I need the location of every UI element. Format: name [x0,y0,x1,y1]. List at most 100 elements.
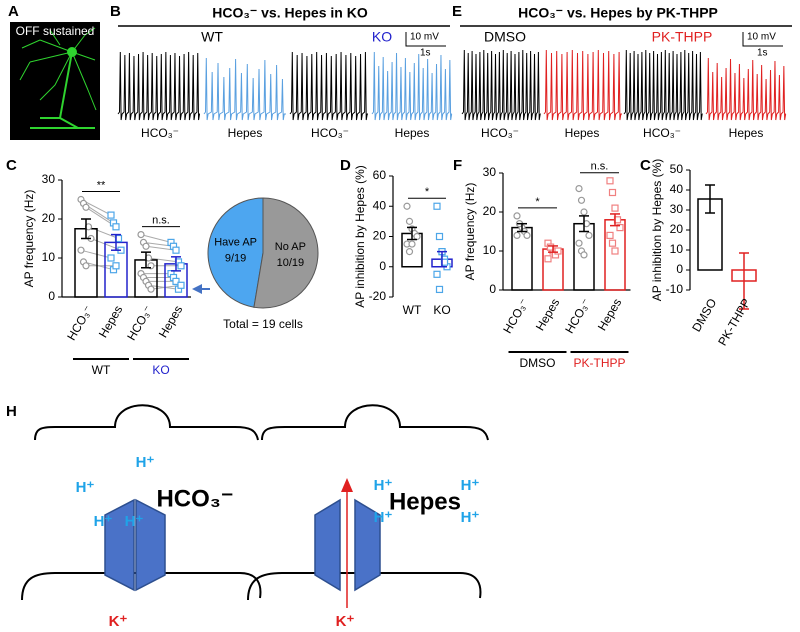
trace-label: HCO₃⁻ [481,126,519,140]
x-tick-label: Hepes [595,296,624,333]
x-tick-label: KO [433,303,450,317]
efflux-arrow [341,478,353,608]
pie-slice [207,197,264,308]
panel-label: A [8,3,19,20]
ion-label: H⁺ [136,454,155,471]
data-point [413,232,421,241]
slice-value: 10/19 [277,257,305,269]
data-point [611,204,619,212]
data-point [147,285,155,293]
voltage-trace [117,51,201,121]
data-point [554,247,562,255]
data-point [177,281,185,289]
data-point [403,202,411,210]
data-point [544,255,552,263]
group-label: DMSO [520,356,556,370]
data-point [606,177,614,185]
y-tick-label: 40 [670,182,684,196]
y-tick-label: 0 [489,282,496,296]
trace-label: Hepes [228,126,263,140]
group-label: PK-THPP [573,356,625,370]
data-point [523,231,531,239]
voltage-trace [623,49,703,121]
ion-label: K⁺ [109,613,128,630]
slice-value: 9/19 [225,253,246,265]
slice-label: No AP [275,241,306,253]
panel-label: E [452,3,462,20]
trace-label: HCO₃⁻ [311,126,349,140]
x-tick-label: PK-THPP [715,296,753,348]
panel-label: B [110,3,121,20]
voltage-trace [289,51,368,121]
y-tick-label: 10 [42,250,56,264]
voltage-trace [371,51,453,121]
data-point [608,239,617,247]
ion-label: H⁺ [374,509,393,526]
trace-label: Hepes [395,126,430,140]
data-point [112,223,120,231]
y-axis-label: AP frequency (Hz) [463,183,477,281]
y-tick-label: 0 [676,262,683,276]
data-point [142,242,150,250]
x-tick-label: HCO₃⁻ [562,296,593,336]
y-tick-label: 40 [373,198,387,212]
data-point [575,185,583,193]
group-label: PK-THPP [652,29,713,45]
panel-title: HCO₃⁻ vs. Hepes by PK-THPP [518,5,718,21]
panel-title: HCO₃⁻ vs. Hepes in KO [212,5,368,21]
data-point [82,262,90,270]
data-point [580,251,588,259]
ion-label: H⁺ [461,477,480,494]
data-point [405,217,414,225]
data-point [408,240,416,248]
slice-label: Have AP [214,237,257,249]
scale-label: 1s [420,48,431,59]
data-point [77,246,85,254]
data-point [435,285,444,294]
trace-label: HCO₃⁻ [141,126,179,140]
x-tick-label: DMSO [689,296,719,334]
pie-note: Total = 19 cells [223,317,303,331]
image-caption: OFF sustained [16,24,95,38]
neuron-image: OFF sustained [10,22,100,140]
panel-label: D [340,157,351,174]
ion-label: H⁺ [76,479,95,496]
significance-label: ** [97,179,106,191]
voltage-trace [461,49,541,121]
data-point [608,188,617,197]
trace-label: HCO₃⁻ [643,126,681,140]
x-tick-label: Hepes [96,303,125,340]
voltage-trace [705,57,787,121]
data-point [107,254,115,262]
group-label: WT [201,29,223,45]
data-point [137,231,145,239]
group-label: KO [152,363,169,377]
data-point [575,239,583,247]
y-tick-label: 30 [483,165,497,179]
significance-label: * [425,186,430,198]
y-tick-label: 0 [48,289,55,303]
pair-line [140,234,172,243]
significance-label: n.s. [591,161,609,173]
buffer-label: HCO₃⁻ [156,485,233,512]
y-tick-label: -10 [666,282,684,296]
data-point [513,231,521,239]
data-point [177,262,185,270]
y-axis-label: AP inhibition by Hepes (%) [353,165,367,308]
y-tick-label: 60 [373,168,387,182]
y-tick-label: 20 [373,229,387,243]
trace-label: Hepes [729,126,764,140]
group-label: KO [372,29,392,45]
y-tick-label: -20 [369,289,387,303]
data-point [435,232,444,241]
x-tick-label: WT [403,303,422,317]
panel-label: C [640,157,651,174]
panel-label: C [6,157,17,174]
group-label: WT [92,363,111,377]
panel-label: H [6,403,17,420]
x-tick-label: Hepes [156,303,185,340]
y-tick-label: 10 [670,242,684,256]
pair-line [148,257,179,263]
channel [104,498,381,592]
x-tick-label: HCO₃⁻ [500,296,531,336]
